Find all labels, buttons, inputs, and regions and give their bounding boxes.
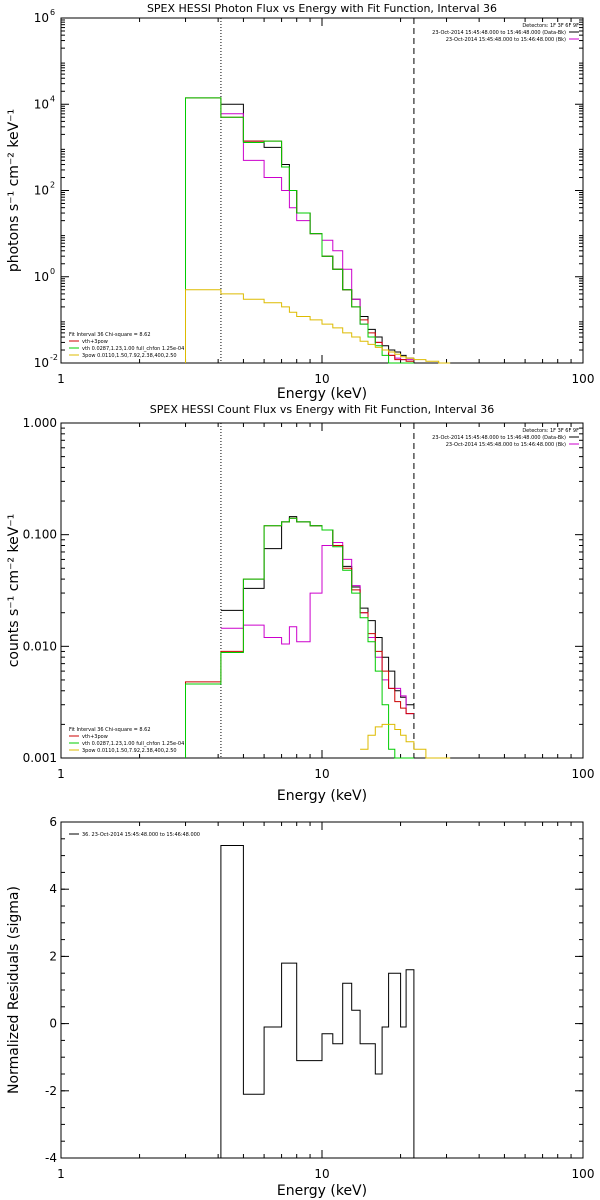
legend-entry: 23-Oct-2014 15:45:48.000 to 15:46:48.000… [446, 442, 566, 448]
y-tick-label: 10 [34, 184, 49, 198]
legend-header: Detectors: 1F 3F 6F 9F [522, 428, 579, 434]
x-axis-label: Energy (keV) [277, 386, 367, 402]
legend-entry: 3pow 0.0110,1.50,7.92,2.38,400,2.50 [82, 748, 177, 754]
x-tick-label: 1 [57, 372, 65, 386]
x-tick-label: 1 [57, 767, 65, 781]
x-axis-label: Energy (keV) [277, 788, 367, 804]
y-axis-label: Normalized Residuals (sigma) [6, 886, 22, 1094]
legend-header: Fit Interval 36 Chi-square = 8.62 [69, 332, 151, 338]
y-tick-label: 10 [34, 11, 49, 25]
legend-header: Detectors: 1F 3F 6F 9F [522, 23, 579, 29]
y-tick-label: 1.000 [23, 416, 57, 430]
y-tick-label: 6 [49, 815, 57, 829]
y-tick-label: 10 [34, 356, 49, 370]
y-tick-label: 0.100 [23, 528, 57, 542]
legend-entry: vth+3pow [82, 734, 108, 740]
series-bk [220, 542, 414, 715]
y-axis-label: counts s⁻¹ cm⁻² keV⁻¹ [6, 514, 22, 668]
series-vth-3pow [185, 97, 414, 363]
legend-header: Fit Interval 36 Chi-square = 8.62 [69, 727, 151, 733]
plot-frame [60, 821, 584, 1159]
x-tick-label: 100 [572, 767, 595, 781]
legend-entry: vth+3pow [82, 339, 108, 345]
legend-entry: 23-Oct-2014 15:45:48.000 to 15:46:48.000… [432, 435, 566, 441]
y-tick-label: 0.001 [23, 751, 57, 765]
chart-panel-3: 1 10 100 -4 -2 0 2 4 6 Energy (keV) Normalized Res… [6, 815, 594, 1199]
x-tick-label: 100 [572, 372, 595, 386]
y-tick-label: 0 [49, 1017, 57, 1031]
series-vth [185, 517, 414, 759]
legend-entry: 3pow 0.0110,1.50,7.92,2.38,400,2.50 [82, 353, 177, 359]
x-axis-label: Energy (keV) [277, 1183, 367, 1199]
y-tick-label: -4 [45, 1151, 57, 1165]
legend-entry: 23-Oct-2014 15:45:48.000 to 15:46:48.000… [446, 37, 566, 43]
y-tick-label: 10 [34, 97, 49, 111]
y-tick-label: 4 [49, 882, 57, 896]
legend-entry: 36. 23-Oct-2014 15:45:48.000 to 15:46:48… [82, 832, 200, 838]
x-tick-label: 10 [314, 1167, 329, 1181]
y-tick-label: 0.010 [23, 639, 57, 653]
series-bk [220, 113, 414, 361]
x-tick-label: 10 [314, 372, 329, 386]
legend-entry: vth 0.0287,1.23,1.00 full_chfon 1.25e-04 [82, 741, 184, 747]
y-axis-label: photons s⁻¹ cm⁻² keV⁻¹ [6, 109, 22, 272]
series-3pow [360, 723, 451, 759]
series-vth [185, 97, 414, 364]
x-tick-label: 1 [57, 1167, 65, 1181]
y-tick-label: -2 [45, 1084, 57, 1098]
chart-panel-1: SPEX HESSI Photon Flux vs Energy with Fi… [6, 2, 594, 402]
y-tick-exponent: 2 [50, 181, 55, 190]
chart-title: SPEX HESSI Photon Flux vs Energy with Fi… [147, 2, 497, 15]
y-tick-exponent: 6 [50, 8, 55, 17]
plot-frame [60, 17, 584, 364]
y-tick-label: 10 [34, 270, 49, 284]
chart-panel-2: SPEX HESSI Count Flux vs Energy with Fit… [6, 403, 594, 804]
series-vth-3pow [185, 517, 414, 758]
y-tick-exponent: 4 [50, 94, 55, 103]
x-tick-label: 10 [314, 767, 329, 781]
series-3pow [185, 289, 451, 364]
legend-entry: vth 0.0287,1.23,1.00 full_chfon 1.25e-04 [82, 346, 184, 352]
y-tick-label: 2 [49, 949, 57, 963]
series-data-bk [220, 516, 414, 706]
y-tick-exponent: -2 [50, 353, 58, 362]
y-tick-exponent: 0 [50, 267, 55, 276]
series-residuals [220, 845, 415, 1158]
chart-title: SPEX HESSI Count Flux vs Energy with Fit… [150, 403, 494, 416]
legend-entry: 23-Oct-2014 15:45:48.000 to 15:46:48.000… [432, 30, 566, 36]
x-tick-label: 100 [572, 1167, 595, 1181]
